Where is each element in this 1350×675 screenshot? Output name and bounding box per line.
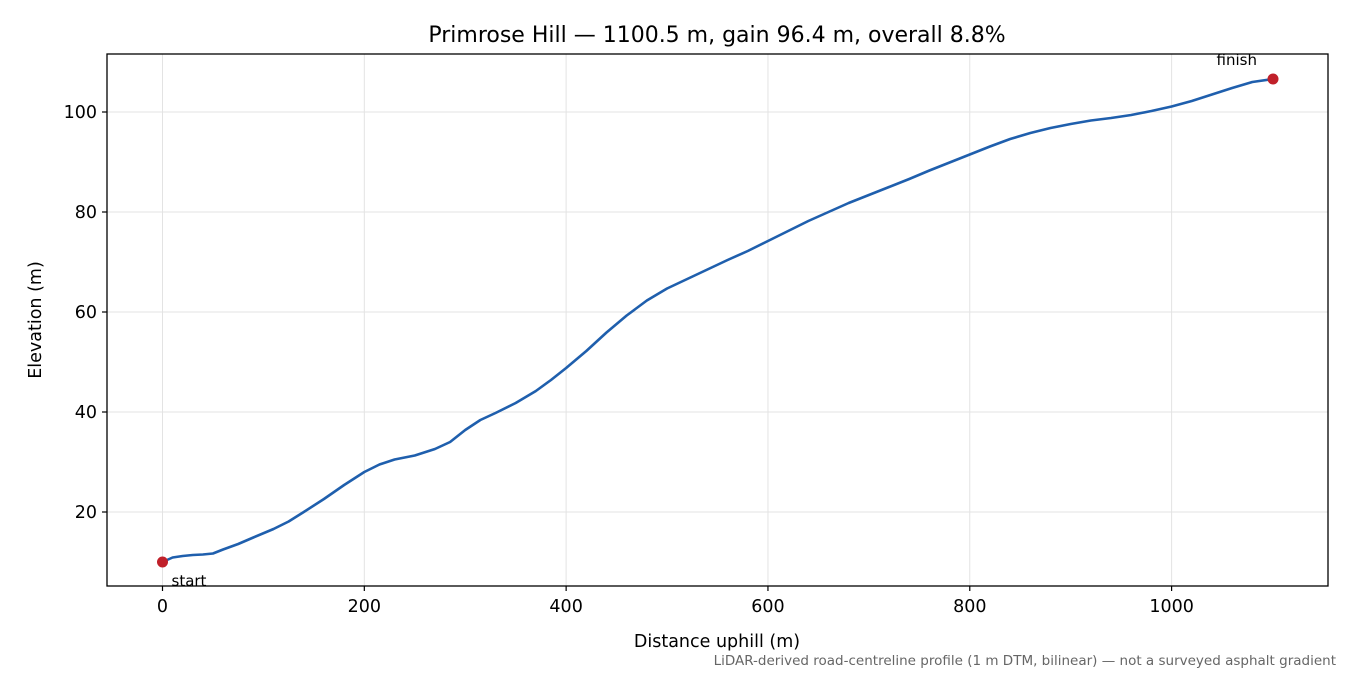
grid-layer (107, 54, 1328, 586)
x-tick-label: 800 (953, 597, 986, 617)
plot-frame (106, 53, 1329, 587)
footnote: LiDAR-derived road-centreline profile (1… (714, 653, 1336, 669)
y-tick-label: 80 (75, 203, 97, 223)
y-tick-label: 100 (64, 103, 97, 123)
start-marker (157, 556, 168, 568)
y-axis-label: Elevation (m) (26, 261, 46, 379)
x-tick-label: 200 (348, 597, 381, 617)
x-tick-label: 600 (751, 597, 784, 617)
chart-title: Primrose Hill — 1100.5 m, gain 96.4 m, o… (428, 23, 1005, 48)
x-axis-label: Distance uphill (m) (634, 632, 800, 652)
tick-layer: 0 200 400 600 800 1000 20 40 60 80 100 (64, 103, 1194, 617)
finish-marker (1267, 73, 1279, 85)
y-tick-label: 60 (75, 303, 97, 323)
y-tick-label: 20 (75, 503, 97, 523)
x-tick-label: 0 (157, 597, 168, 617)
y-tick-label: 40 (75, 403, 97, 423)
x-tick-label: 1000 (1149, 597, 1194, 617)
finish-marker-label: finish (1217, 51, 1257, 69)
x-tick-label: 400 (549, 597, 582, 617)
start-marker-label: start (172, 572, 207, 590)
elevation-line (161, 77, 1275, 564)
series-layer (161, 77, 1275, 564)
